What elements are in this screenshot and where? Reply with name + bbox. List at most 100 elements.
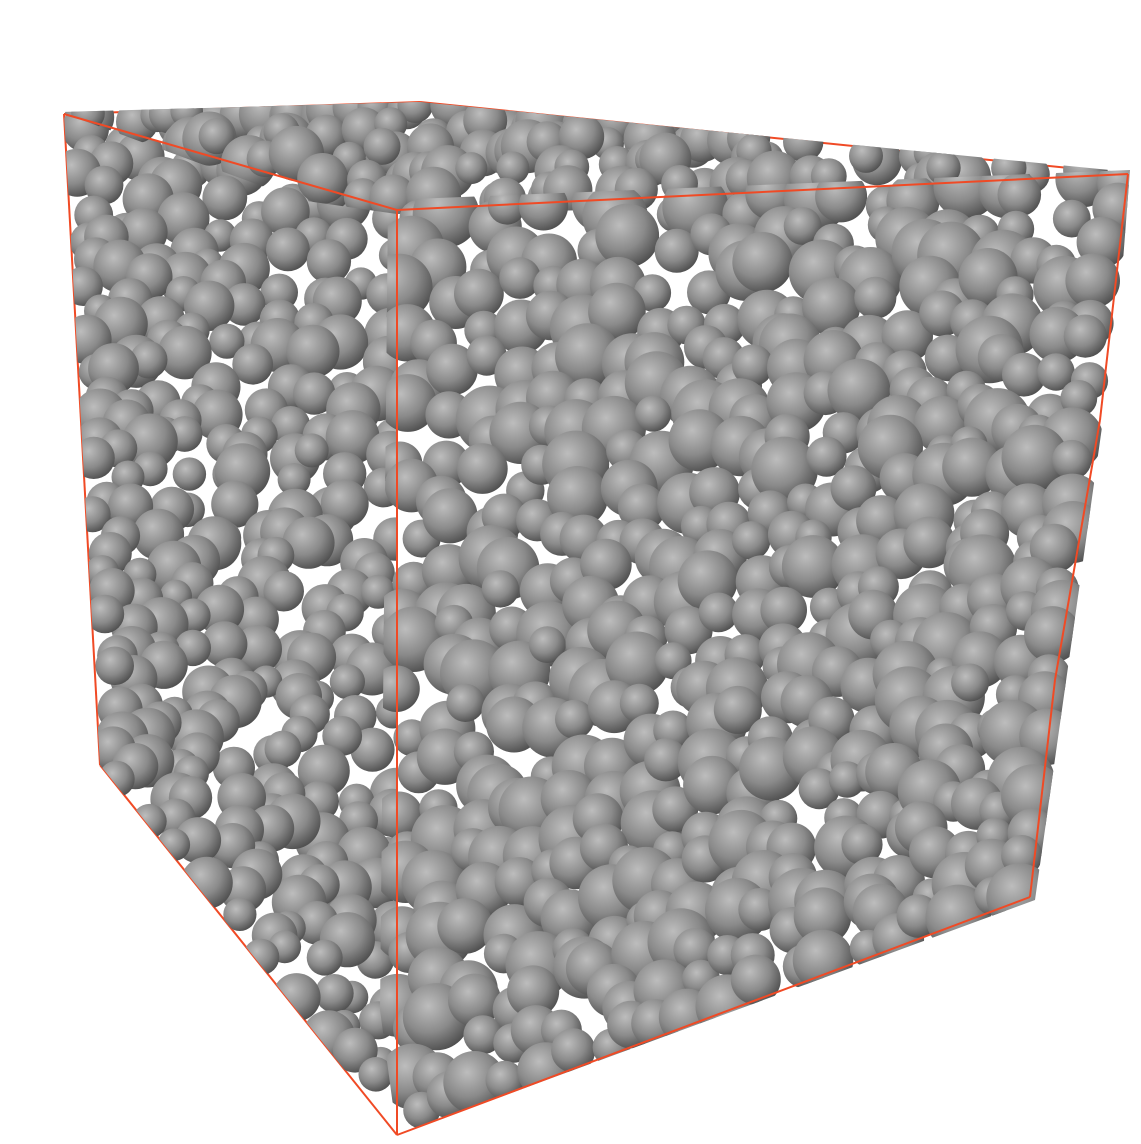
sphere [830,465,877,512]
box-edge [63,113,398,211]
sphere [232,343,274,385]
sphere-pack-top-face [64,102,1108,214]
sphere [443,1051,507,1114]
sphere [617,483,666,532]
sphere [242,938,280,976]
sphere [286,324,340,378]
sphere-pack-front-face [380,170,1130,1129]
sphere [223,897,257,932]
sphere [98,760,135,798]
sphere [1037,353,1075,391]
sphere [202,175,248,221]
sphere [986,863,1054,931]
sphere [595,203,660,268]
sphere [1063,314,1107,358]
box-edge [1099,173,1129,421]
sphere [815,170,868,223]
sphere [455,152,488,185]
sphere [157,828,191,861]
sphere [325,410,380,464]
sphere [760,586,807,634]
sphere [783,207,822,245]
sphere [793,887,852,945]
sphere [222,283,266,326]
sphere [297,153,348,204]
sphere [806,436,847,477]
box-edge [396,896,1031,1136]
sphere [619,683,659,723]
sphere [528,626,566,663]
sphere [903,516,955,569]
sphere [1002,352,1046,397]
sphere [654,228,699,273]
sphere [448,973,501,1027]
sphere [272,973,321,1022]
sphere [698,592,739,633]
sphere [266,227,310,272]
sphere [397,102,434,123]
sphere [1052,439,1092,480]
sphere [306,239,352,284]
sphere [1024,606,1081,663]
sphere [463,1015,503,1055]
sphere [457,443,508,494]
sphere [261,187,310,236]
sphere [201,621,248,668]
sphere [683,755,742,815]
sphere [380,791,423,839]
sphere [644,738,688,782]
sphere [481,570,520,608]
sphere [322,716,363,756]
sphere [95,646,134,686]
sphere [198,118,235,155]
sphere [499,257,541,299]
sphere [792,929,854,991]
sphere [841,823,883,866]
sphere [263,570,305,612]
sphere [635,395,672,432]
sphere [363,127,401,165]
sphere [264,730,302,768]
sphere-pack-left-face [64,114,397,1092]
sphere [551,1028,596,1073]
sphere [802,277,861,336]
sphere [211,480,259,528]
sphere [1001,424,1068,492]
sphere [881,310,933,362]
sphere [329,664,365,700]
sphere [85,594,125,634]
sphere [547,466,609,528]
sphere [854,276,897,319]
sphere [315,974,354,1013]
sphere [422,488,478,544]
sphere [781,535,845,598]
sphere [209,323,245,359]
sphere [72,436,115,479]
sphere [926,150,961,186]
sphere [294,433,329,468]
sphere [713,685,762,734]
sphere [84,165,124,205]
sphere [277,463,311,496]
sphere [380,374,437,432]
sphere [306,939,343,976]
sphere [454,268,504,319]
sphere [282,516,335,569]
sphere [358,1057,394,1092]
box-edge [1054,419,1101,681]
sphere [731,521,771,560]
sphere [496,151,530,185]
sphere [732,344,774,387]
sphere [158,325,212,380]
sphere [437,898,493,954]
sphere [730,954,781,1005]
sphere [588,282,646,341]
front-box-edges [63,113,1129,1136]
box-edge [1029,679,1056,898]
sphere [849,138,883,173]
sphere [132,803,167,839]
sphere [605,631,669,696]
sphere [293,372,336,415]
sphere [446,683,485,723]
